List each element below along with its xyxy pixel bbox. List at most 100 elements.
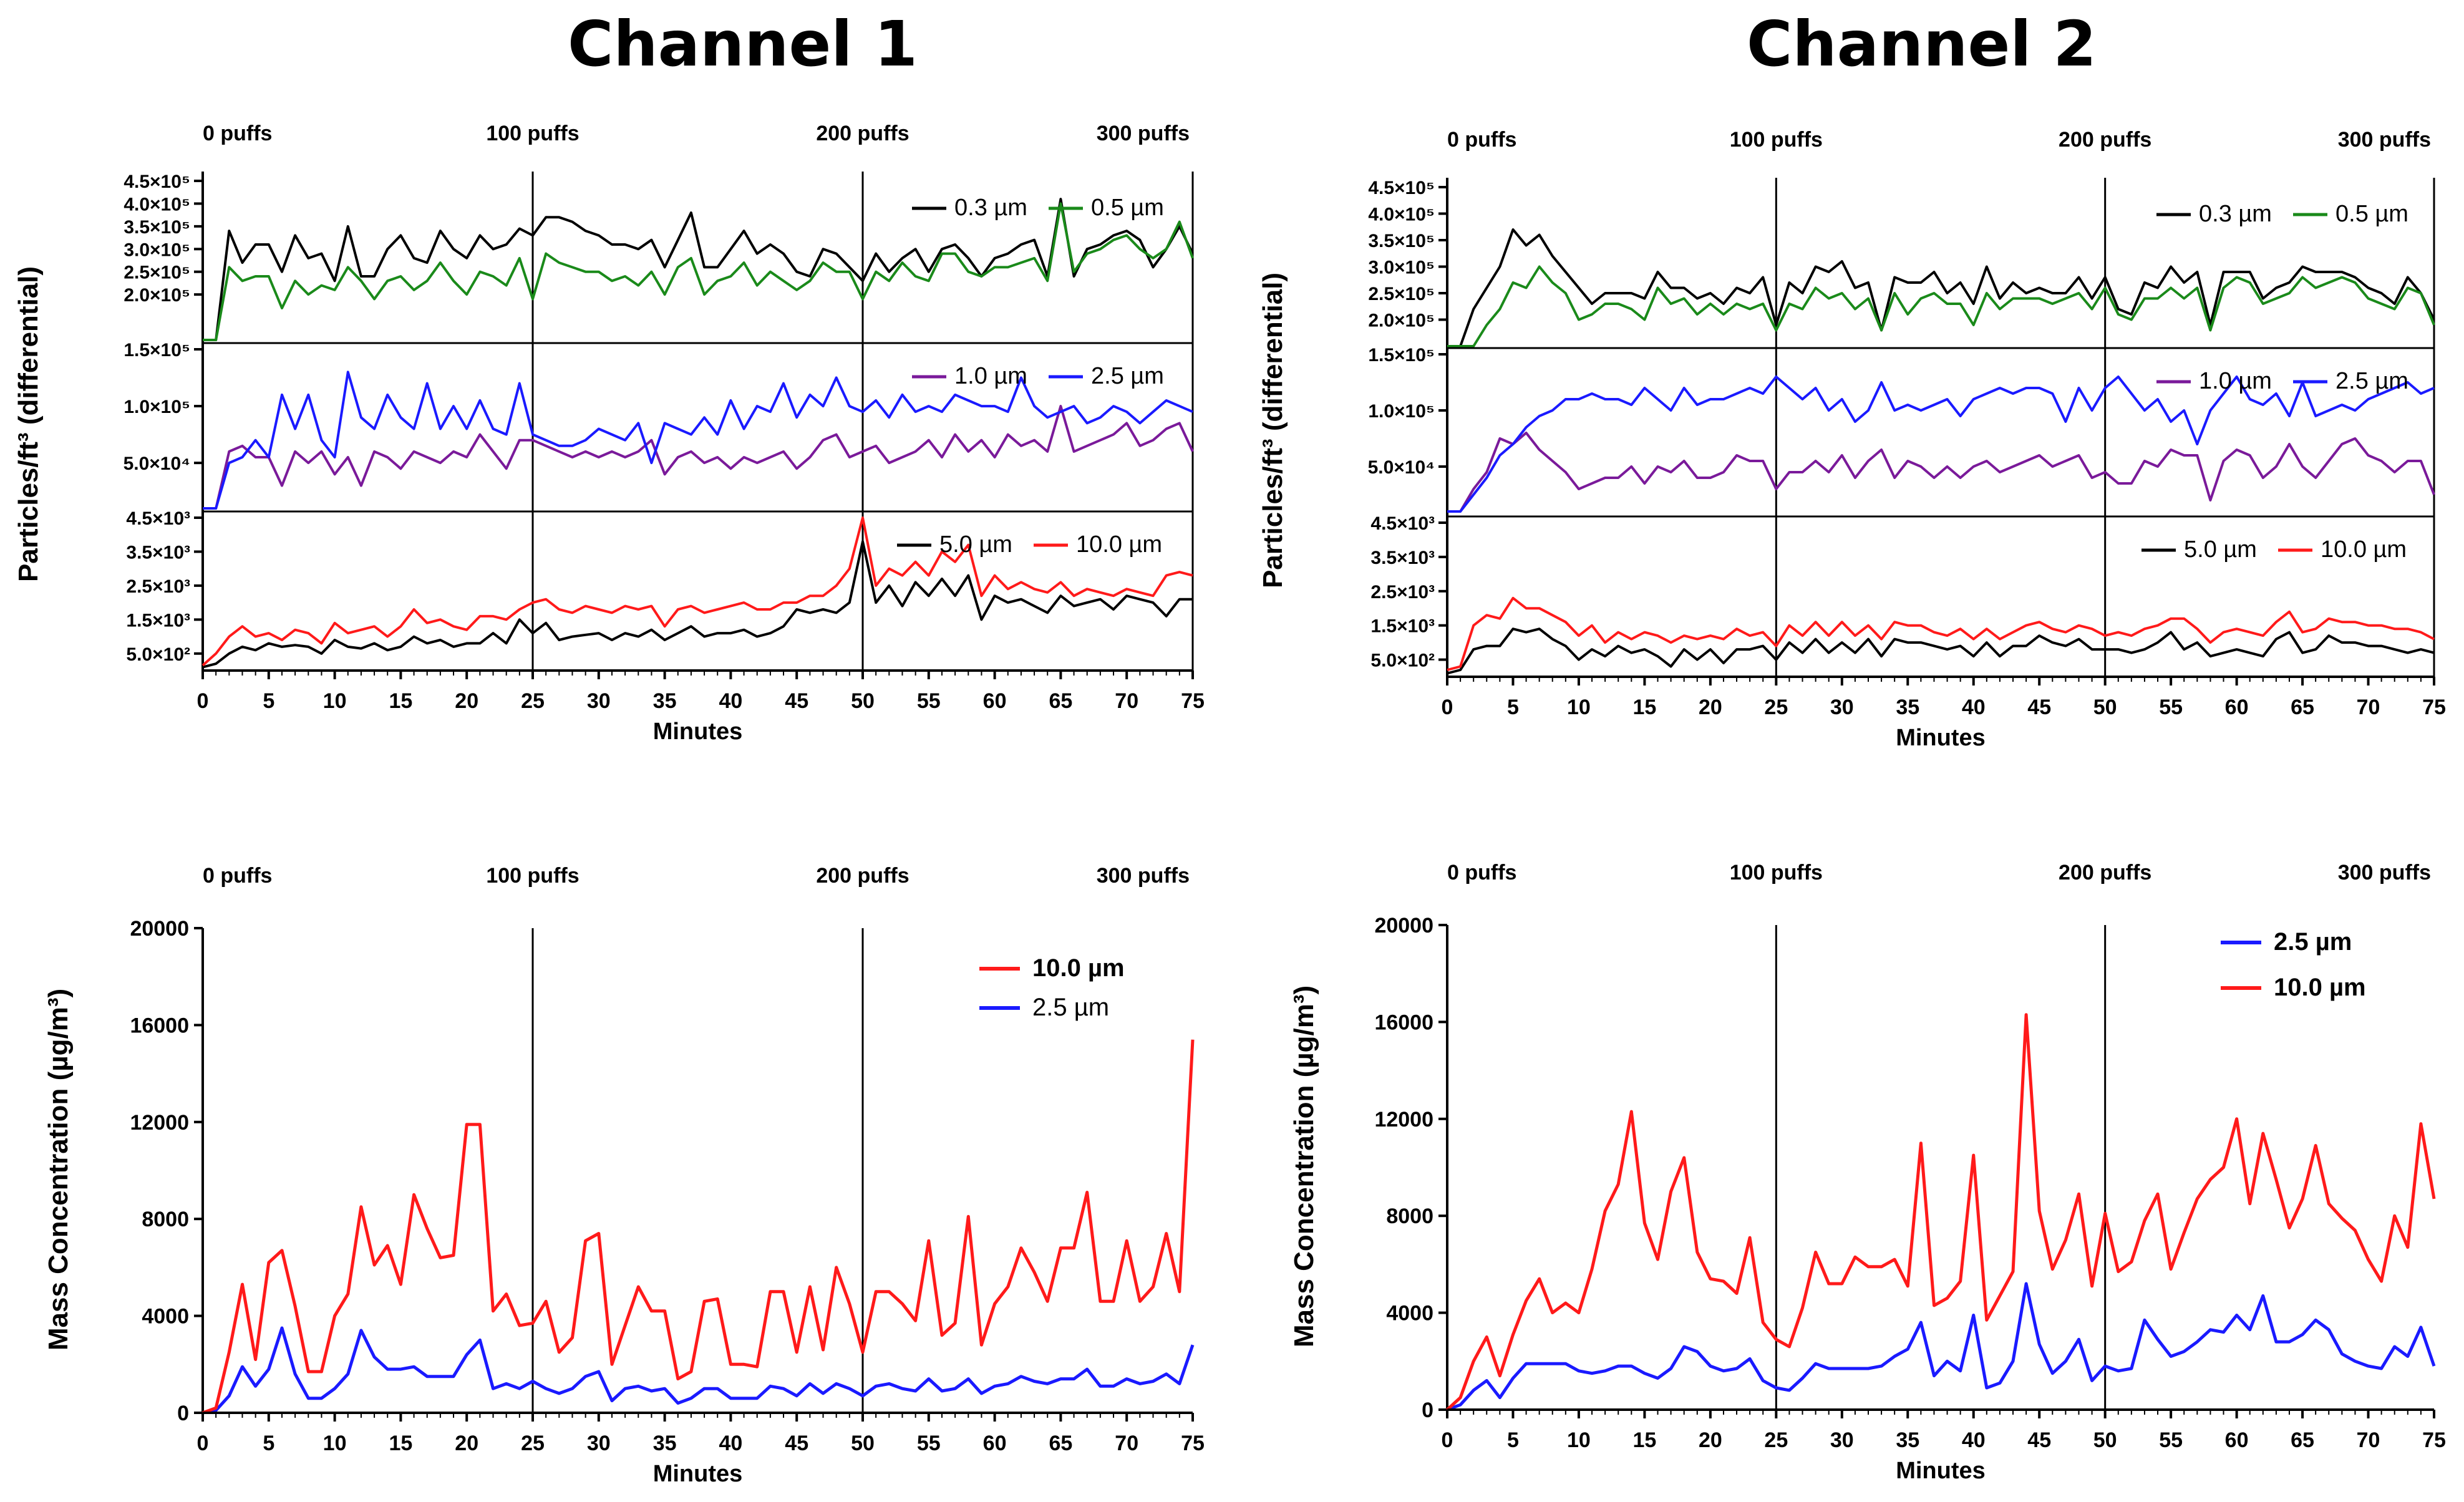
- y-tick-label: 4.0×10⁵: [124, 194, 190, 215]
- puff-label-100-puffs: 100 puffs: [486, 864, 579, 888]
- x-tick-label: 25: [521, 1432, 545, 1455]
- x-tick-label: 30: [587, 689, 611, 713]
- x-tick-label: 50: [2093, 695, 2117, 719]
- y-tick-label: 4.5×10⁵: [1368, 178, 1435, 198]
- x-axis-label: Minutes: [653, 719, 743, 745]
- x-tick-label: 50: [851, 689, 875, 713]
- x-axis-label: Minutes: [653, 1461, 743, 1487]
- legend-label-0-5-m: 0.5 µm: [1091, 195, 1164, 221]
- y-tick-label: 3.5×10³: [126, 542, 190, 563]
- x-tick-label: 45: [785, 1432, 808, 1455]
- y-tick-label: 16000: [1374, 1010, 1433, 1034]
- x-tick-label: 20: [455, 689, 478, 713]
- x-tick-label: 0: [197, 1432, 209, 1455]
- y-tick-label: 12000: [130, 1111, 189, 1135]
- x-tick-label: 65: [2291, 695, 2314, 719]
- x-tick-label: 10: [1567, 1428, 1591, 1452]
- x-tick-label: 75: [1181, 1432, 1205, 1455]
- series-line-0-3-m: [203, 198, 1194, 341]
- legend-label-2-5-m: 2.5 µm: [1032, 994, 1109, 1021]
- x-tick-label: 45: [2027, 695, 2051, 719]
- x-tick-label: 15: [389, 1432, 412, 1455]
- x-tick-label: 35: [1896, 1428, 1919, 1452]
- channel-2-title: Channel 2: [1747, 7, 2097, 80]
- x-tick-label: 40: [1962, 695, 1986, 719]
- y-tick-label: 2.0×10⁵: [124, 285, 190, 306]
- x-tick-label: 5: [263, 1432, 274, 1455]
- x-tick-label: 20: [455, 1432, 478, 1455]
- x-tick-label: 45: [785, 689, 808, 713]
- series-line-10-0-m: [1447, 596, 2435, 671]
- y-tick-label: 4.5×10⁵: [124, 172, 190, 192]
- x-axis-label: Minutes: [1896, 1458, 1986, 1484]
- y-tick-label: 4.5×10³: [126, 508, 190, 529]
- x-tick-label: 0: [1442, 695, 1453, 719]
- x-tick-label: 65: [1049, 1432, 1072, 1455]
- x-tick-label: 40: [719, 1432, 742, 1455]
- x-tick-label: 75: [2422, 695, 2446, 719]
- legend-label-10-0-m: 10.0 µm: [1076, 531, 1162, 558]
- x-tick-label: 70: [1115, 689, 1138, 713]
- x-tick-label: 50: [2093, 1428, 2117, 1452]
- puff-label-200-puffs: 200 puffs: [2059, 128, 2151, 152]
- legend-label-0-3-m: 0.3 µm: [2199, 201, 2272, 227]
- y-tick-label: 1.5×10³: [126, 610, 190, 631]
- series-line-2-5-m: [1447, 1282, 2436, 1412]
- x-tick-label: 30: [1830, 695, 1854, 719]
- y-tick-label: 4000: [142, 1305, 189, 1329]
- x-tick-label: 25: [1764, 1428, 1788, 1452]
- x-tick-label: 35: [653, 1432, 677, 1455]
- series-line-0-5-m: [203, 202, 1194, 341]
- y-tick-label: 4.0×10⁵: [1368, 205, 1435, 225]
- y-tick-label: 8000: [142, 1208, 189, 1231]
- y-tick-label: 2.5×10³: [126, 576, 190, 597]
- y-tick-label: 0: [177, 1402, 189, 1425]
- y-axis-label: Particles/ft³ (differential): [1258, 273, 1288, 588]
- x-tick-label: 55: [2159, 1428, 2183, 1452]
- y-tick-label: 16000: [130, 1014, 189, 1037]
- legend-label-5-0-m: 5.0 µm: [939, 531, 1012, 558]
- x-tick-label: 35: [1896, 695, 1919, 719]
- y-tick-label: 3.0×10⁵: [1368, 258, 1435, 278]
- y-tick-label: 1.0×10⁵: [124, 397, 190, 417]
- legend-label-2-5-m: 2.5 µm: [2335, 368, 2408, 394]
- legend-label-2-5-m: 2.5 µm: [2274, 928, 2352, 956]
- legend-label-1-0-m: 1.0 µm: [954, 363, 1027, 389]
- x-tick-label: 55: [2159, 695, 2183, 719]
- puff-label-300-puffs: 300 puffs: [2338, 861, 2431, 884]
- puff-label-200-puffs: 200 puffs: [816, 122, 909, 145]
- x-tick-label: 65: [1049, 689, 1072, 713]
- legend-label-0-3-m: 0.3 µm: [954, 195, 1027, 221]
- series-line-1-0-m: [1447, 432, 2435, 513]
- x-tick-label: 75: [2422, 1428, 2446, 1452]
- puff-label-100-puffs: 100 puffs: [486, 122, 579, 145]
- x-tick-label: 40: [719, 689, 742, 713]
- series-line-1-0-m: [203, 405, 1194, 510]
- x-tick-label: 5: [1507, 1428, 1519, 1452]
- y-tick-label: 3.5×10⁵: [124, 217, 190, 238]
- y-tick-label: 4000: [1386, 1302, 1433, 1325]
- y-axis-label: Particles/ft³ (differential): [13, 266, 44, 582]
- legend-label-10-0-m: 10.0 µm: [1032, 954, 1125, 982]
- series-line-5-0-m: [202, 540, 1193, 669]
- series-line-2-5-m: [202, 1326, 1195, 1415]
- y-tick-label: 5.0×10²: [126, 644, 190, 665]
- x-tick-label: 10: [1567, 695, 1591, 719]
- puff-label-0-puffs: 0 puffs: [1447, 128, 1516, 152]
- x-tick-label: 40: [1962, 1428, 1986, 1452]
- y-tick-label: 2.5×10⁵: [1368, 284, 1435, 304]
- x-tick-label: 30: [1830, 1428, 1854, 1452]
- x-tick-label: 20: [1699, 695, 1722, 719]
- puff-label-0-puffs: 0 puffs: [203, 864, 272, 888]
- x-tick-label: 50: [851, 1432, 875, 1455]
- legend-label-1-0-m: 1.0 µm: [2199, 368, 2272, 394]
- y-tick-label: 12000: [1374, 1108, 1433, 1131]
- x-tick-label: 65: [2291, 1428, 2314, 1452]
- puff-label-0-puffs: 0 puffs: [203, 122, 272, 145]
- channel-1-title: Channel 1: [568, 7, 918, 80]
- puff-label-200-puffs: 200 puffs: [2059, 861, 2151, 884]
- series-line-10-0-m: [201, 516, 1193, 667]
- x-tick-label: 10: [323, 1432, 347, 1455]
- x-tick-label: 15: [389, 689, 412, 713]
